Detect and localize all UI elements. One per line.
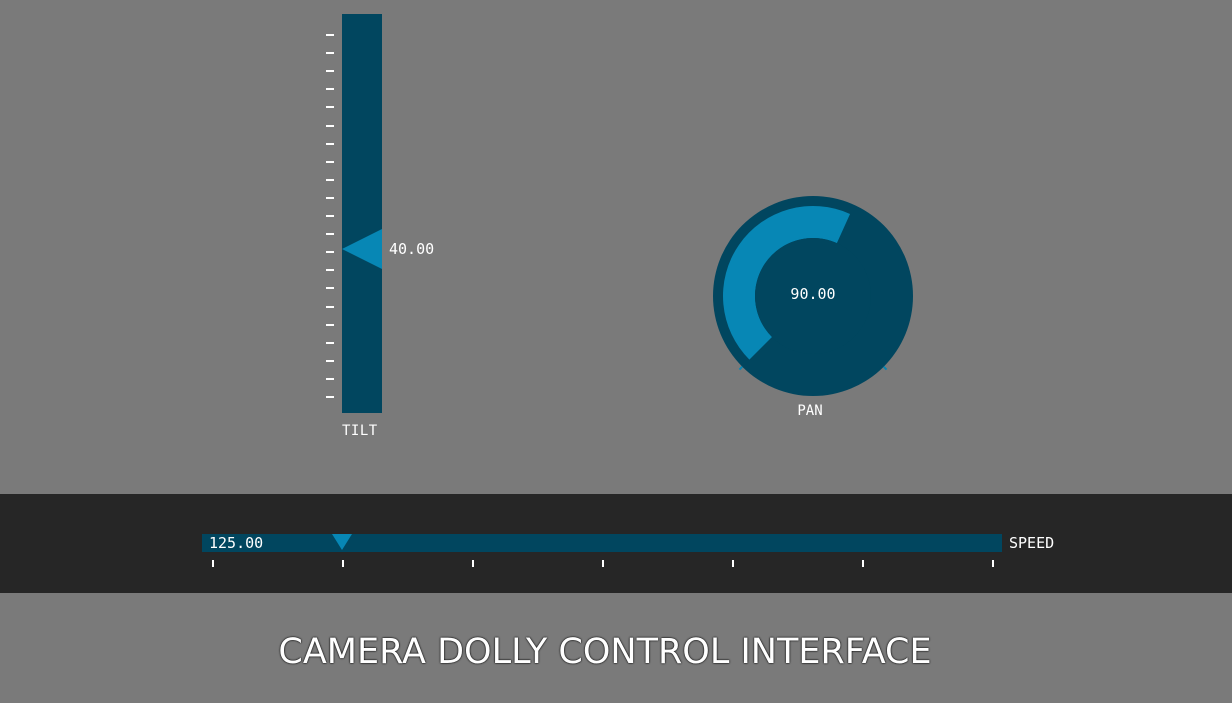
tilt-tick [326,251,334,254]
pan-knob[interactable]: 90.00 [712,195,914,397]
speed-slider[interactable]: 125.00 [202,534,1002,552]
tilt-tick [326,341,334,344]
tilt-tick [326,396,334,398]
page-title: CAMERA DOLLY CONTROL INTERFACE [278,632,932,672]
tilt-tick [326,88,334,91]
tilt-slider-ticks [326,14,335,413]
tilt-label: TILT [342,423,378,439]
speed-tick [602,560,604,567]
pan-label: PAN [797,403,823,419]
speed-tick [212,560,214,567]
speed-tick [992,560,994,567]
tilt-tick [326,178,334,181]
tilt-slider[interactable] [342,14,382,413]
tilt-tick [326,305,334,308]
tilt-tick [326,196,334,199]
tilt-handle-triangle-icon[interactable] [342,229,382,270]
speed-value-readout: 125.00 [209,534,264,552]
tilt-tick [326,359,334,362]
tilt-tick [326,106,334,109]
speed-tick [472,560,474,567]
tilt-tick [326,233,334,236]
tilt-tick [326,323,334,326]
speed-tick [862,560,864,567]
speed-handle-triangle-icon[interactable] [332,534,352,552]
tilt-tick [326,160,334,163]
speed-tick [342,560,344,567]
tilt-tick [326,287,334,290]
tilt-tick [326,377,334,380]
speed-control-band: 125.00 SPEED [0,494,1232,593]
tilt-value-readout: 40.00 [389,240,435,259]
tilt-tick [326,269,334,272]
tilt-tick [326,124,334,127]
tilt-tick [326,142,334,145]
speed-slider-ticks [202,560,1002,568]
pan-knob-arc [722,205,851,360]
tilt-tick [326,215,334,217]
speed-tick [732,560,734,567]
pan-value-readout: 90.00 [790,285,836,303]
speed-label: SPEED [1009,534,1055,552]
tilt-tick [326,70,334,73]
tilt-tick [326,34,334,36]
tilt-tick [326,52,334,55]
